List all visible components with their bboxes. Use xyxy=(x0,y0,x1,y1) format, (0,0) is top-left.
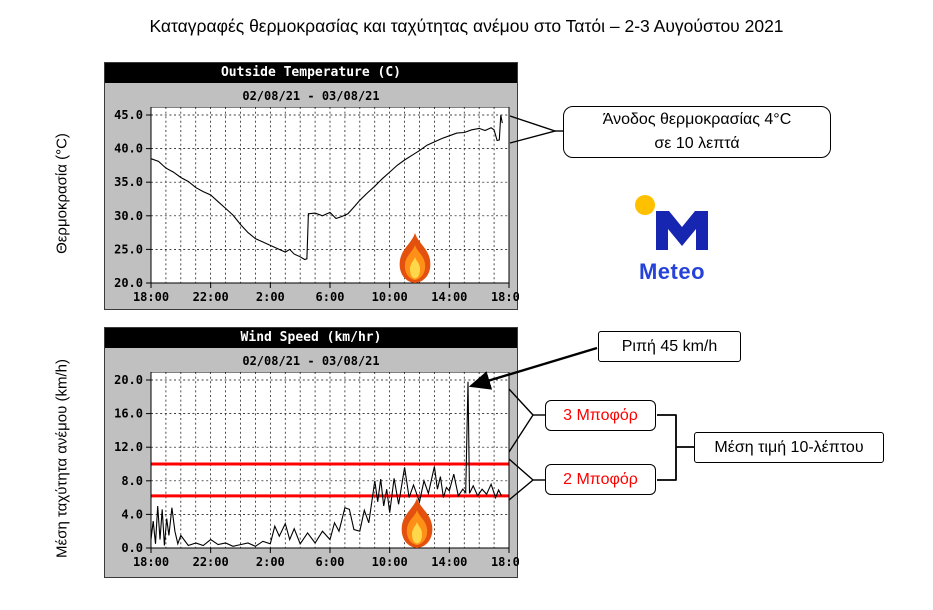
svg-text:20.0: 20.0 xyxy=(114,276,143,290)
beaufort-2-annotation: 2 Μποφόρ xyxy=(545,464,656,495)
temperature-chart-plot: 20.0 25.0 30.0 35.0 40.0 45.0 18:00 22:00 2:00 6:… xyxy=(114,107,519,304)
temperature-chart-subtitle: 02/08/21 - 03/08/21 xyxy=(242,89,380,103)
svg-text:45.0: 45.0 xyxy=(114,108,143,122)
svg-text:18:00: 18:00 xyxy=(491,555,519,569)
svg-text:6:00: 6:00 xyxy=(316,555,345,569)
meteo-logo: Meteo xyxy=(632,194,712,285)
gust-annotation: Ριπή 45 km/h xyxy=(598,331,741,362)
svg-text:10:00: 10:00 xyxy=(372,290,408,304)
svg-text:25.0: 25.0 xyxy=(114,242,143,256)
temperature-chart-panel: Outside Temperature (C) 02/08/21 - 03/08… xyxy=(104,62,519,310)
sun-icon xyxy=(635,195,655,215)
temperature-chart-title: Outside Temperature (C) xyxy=(105,63,517,83)
svg-text:16.0: 16.0 xyxy=(114,407,143,421)
svg-text:35.0: 35.0 xyxy=(114,175,143,189)
svg-text:6:00: 6:00 xyxy=(316,290,345,304)
fire-icon xyxy=(401,498,433,548)
page-title: Καταγραφές θερμοκρασίας και ταχύτητας αν… xyxy=(149,16,784,36)
mean-10min-bracket xyxy=(657,414,677,481)
fire-icon xyxy=(399,233,431,283)
svg-text:18:00: 18:00 xyxy=(491,290,519,304)
svg-text:18:00: 18:00 xyxy=(133,290,169,304)
svg-text:0.0: 0.0 xyxy=(121,541,143,555)
svg-text:14:00: 14:00 xyxy=(431,555,467,569)
svg-text:10:00: 10:00 xyxy=(372,555,408,569)
temperature-y-axis-label: Θερμοκρασία (°C) xyxy=(53,133,71,254)
wind-y-axis-label: Μέση ταχύτητα ανέμου (km/h) xyxy=(53,359,71,558)
wind-chart-title: Wind Speed (km/hr) xyxy=(105,328,517,348)
temp-rise-annotation-line2: σε 10 λεπτά xyxy=(654,135,740,152)
svg-text:8.0: 8.0 xyxy=(121,474,143,488)
svg-text:2:00: 2:00 xyxy=(256,290,285,304)
svg-text:30.0: 30.0 xyxy=(114,209,143,223)
wind-chart-plot: 0.0 4.0 8.0 12.0 16.0 20.0 18:00 22:00 2:00 6:00 1… xyxy=(114,372,519,569)
svg-text:22:00: 22:00 xyxy=(193,290,229,304)
wind-chart-panel: Wind Speed (km/hr) 02/08/21 - 03/08/21 0… xyxy=(104,327,519,578)
temp-rise-annotation-line1: Άνοδος θερμοκρασίας 4°C xyxy=(602,111,792,128)
temp-rise-annotation: Άνοδος θερμοκρασίας 4°C σε 10 λεπτά xyxy=(563,106,831,158)
svg-text:18:00: 18:00 xyxy=(133,555,169,569)
mean-10min-annotation: Μέση τιμή 10-λέπτου xyxy=(694,432,884,463)
wind-chart-subtitle: 02/08/21 - 03/08/21 xyxy=(242,354,380,368)
svg-text:20.0: 20.0 xyxy=(114,373,143,387)
svg-text:14:00: 14:00 xyxy=(431,290,467,304)
svg-text:4.0: 4.0 xyxy=(121,507,143,521)
meteo-logo-text: Meteo xyxy=(638,259,706,284)
svg-text:12.0: 12.0 xyxy=(114,440,143,454)
svg-text:22:00: 22:00 xyxy=(193,555,229,569)
svg-text:40.0: 40.0 xyxy=(114,142,143,156)
meteo-logo-icon xyxy=(635,195,708,250)
svg-text:2:00: 2:00 xyxy=(256,555,285,569)
beaufort-3-annotation: 3 Μποφόρ xyxy=(545,400,656,431)
